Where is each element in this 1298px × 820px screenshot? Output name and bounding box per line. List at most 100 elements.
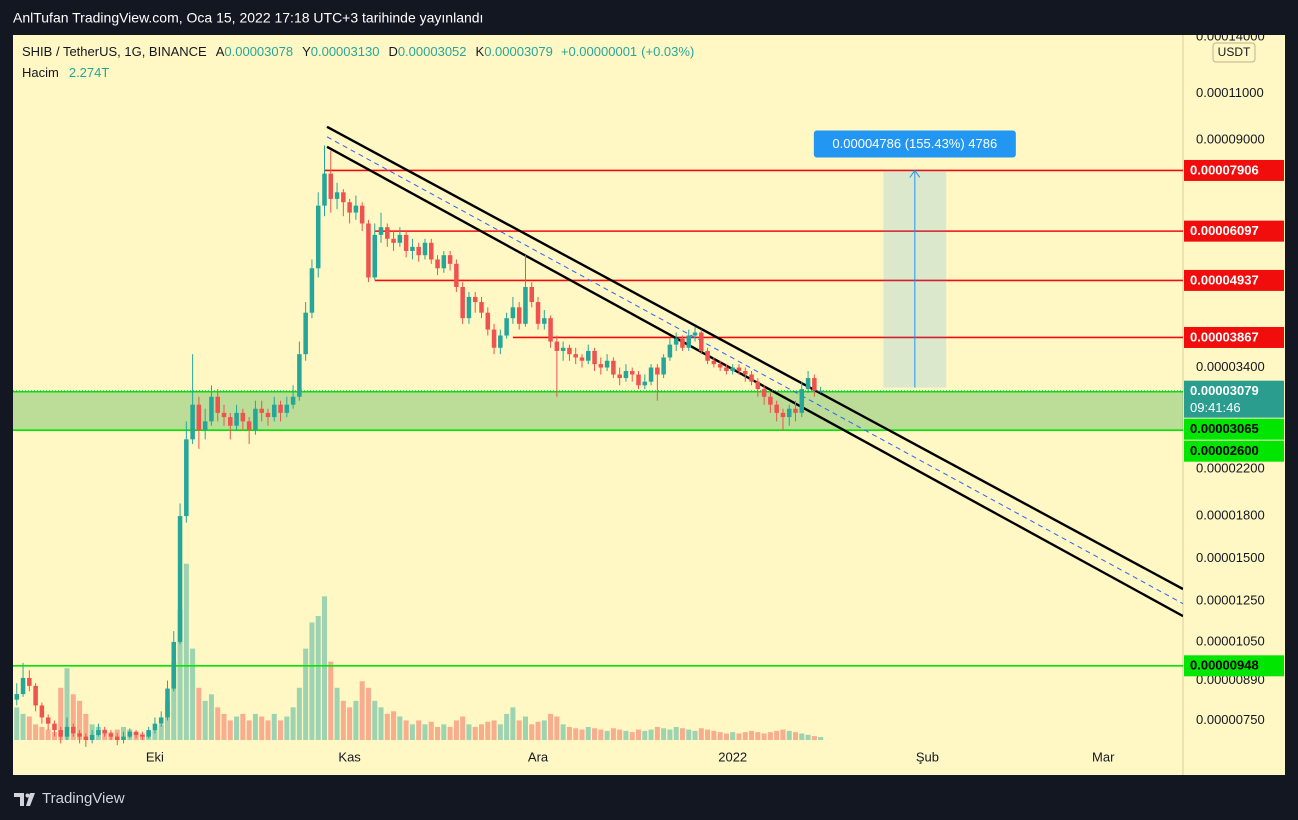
logo-mark: [14, 793, 35, 806]
volume-bar: [252, 713, 258, 740]
candle-body: [629, 370, 635, 375]
candle-body: [567, 347, 572, 355]
candle-body: [485, 312, 491, 330]
volume-bar: [208, 694, 214, 740]
volume-bar: [303, 648, 309, 740]
volume-bar: [755, 732, 761, 740]
candle-body: [673, 338, 679, 345]
volume-bar: [221, 713, 227, 740]
volume-legend: Hacim 2.274T: [22, 65, 109, 80]
candle-body: [655, 367, 660, 375]
candle-body: [196, 404, 202, 431]
candle-body: [780, 412, 786, 418]
volume-bar: [309, 622, 315, 740]
candle-body: [786, 408, 792, 418]
volume-bar: [535, 721, 541, 740]
candle-body: [127, 731, 133, 737]
level-label-box: [1184, 440, 1284, 462]
x-tick-label: Kas: [338, 749, 361, 764]
candle-body: [378, 227, 384, 235]
volume-bar: [642, 730, 648, 740]
candle-body: [699, 332, 704, 351]
volume-bar: [441, 724, 447, 740]
candle-body: [202, 421, 208, 431]
candle-body: [642, 381, 648, 386]
candle-body: [96, 730, 101, 735]
candle-body: [334, 192, 340, 199]
volume-bar: [592, 728, 598, 740]
volume-bar: [271, 713, 277, 740]
level-label: 0.00007906: [1190, 162, 1259, 177]
candle-body: [516, 307, 522, 324]
volume-bar: [171, 661, 177, 740]
candle-body: [447, 255, 453, 264]
candle-body: [648, 367, 654, 382]
volume-bar: [522, 716, 528, 740]
volume-bar: [541, 720, 547, 740]
legend-ohlc-value: 0.00003078: [224, 44, 293, 59]
candle-body: [799, 389, 805, 413]
volume-bar: [579, 729, 585, 740]
candle-body: [429, 242, 434, 260]
volume-bar: [321, 596, 328, 740]
volume-bar: [39, 726, 45, 740]
candle-body: [743, 370, 748, 375]
candle-body: [20, 677, 26, 695]
volume-bar: [152, 729, 158, 740]
volume-bar: [447, 726, 453, 740]
candle-body: [805, 378, 811, 390]
measure-label-box: [813, 130, 1016, 158]
volume-bar: [610, 728, 616, 740]
volume-bar: [529, 724, 535, 740]
y-tick-label: 0.00001800: [1196, 508, 1265, 523]
level-label: 0.00006097: [1190, 223, 1259, 238]
candle-body: [680, 338, 685, 348]
candle-body: [560, 347, 566, 351]
volume-bar: [196, 687, 202, 740]
legend-change-pct: (+0.03%): [641, 44, 694, 59]
candle-body: [686, 335, 692, 348]
candle-body: [749, 374, 754, 382]
header-title: AnlTufan TradingView.com, Oca 15, 2022 1…: [13, 10, 483, 26]
candle-body: [491, 329, 497, 348]
volume-bar: [774, 730, 780, 740]
volume-bar: [617, 729, 623, 740]
candle-body: [215, 396, 220, 413]
candle-body: [284, 404, 290, 413]
volume-bar: [654, 726, 660, 740]
last-price-label: 0.00003079: [1190, 383, 1259, 398]
candle-body: [246, 421, 252, 431]
volume-bar: [58, 687, 64, 740]
volume-bar: [818, 737, 824, 740]
volume-bar: [504, 713, 510, 740]
volume-bar: [246, 720, 252, 740]
trend-line: [326, 125, 1183, 591]
candle-body: [133, 731, 139, 735]
y-tick-label: 0.00001250: [1196, 593, 1265, 608]
legend-ohlc-name: Y: [302, 44, 311, 59]
volume-bar: [698, 728, 704, 740]
candle-body: [271, 404, 277, 418]
volume-bar: [566, 726, 572, 740]
legend-change: +0.00000001: [561, 44, 637, 59]
legend-symbol: SHIB / TetherUS, 1G, BINANCE: [22, 44, 207, 59]
candle-body: [146, 730, 151, 737]
candle-body: [403, 234, 409, 251]
candle-body: [27, 677, 32, 686]
candle-body: [83, 736, 89, 740]
candle-body: [102, 730, 107, 734]
candle-body: [77, 733, 82, 737]
volume-bar: [679, 728, 685, 740]
candle-body: [297, 354, 302, 397]
candle-body: [460, 286, 465, 319]
volume-bar: [717, 732, 723, 740]
level-label: 0.00004937: [1190, 272, 1259, 287]
candle-body: [422, 242, 428, 256]
volume-bar: [328, 661, 334, 740]
candle-body: [265, 412, 271, 418]
measure-label: 0.00004786 (155.43%) 4786: [832, 136, 997, 151]
chart-pane: [13, 35, 1285, 775]
candle-body: [397, 234, 403, 243]
candle-body: [315, 205, 321, 269]
